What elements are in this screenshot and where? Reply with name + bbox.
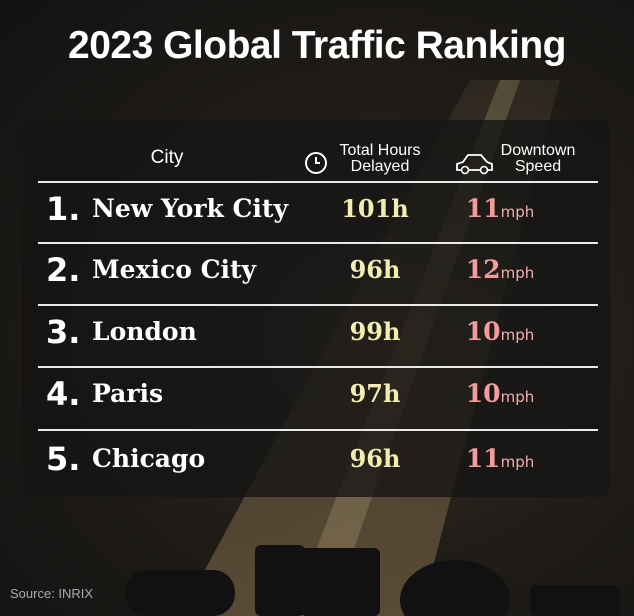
city: London	[92, 317, 197, 346]
column-header: Downtown Speed	[500, 142, 576, 175]
speed-value: 11	[465, 444, 501, 473]
hours-delayed: 96h	[349, 255, 401, 284]
row-separator	[38, 304, 598, 306]
hours-delayed: 97h	[349, 379, 401, 408]
rank: 4.	[46, 375, 81, 413]
column-header: Total Hours Delayed	[339, 142, 421, 175]
city: Mexico City	[92, 255, 257, 284]
column-header: City	[150, 147, 184, 168]
speed-value: 11	[465, 194, 501, 223]
speed-cell: 11mph	[440, 194, 560, 223]
city: Paris	[92, 379, 164, 408]
speed-value: 12	[465, 255, 501, 284]
title: 2023 Global Traffic Ranking	[68, 24, 567, 67]
row-separator	[38, 242, 598, 244]
rank: 1.	[46, 190, 81, 228]
car-icon	[456, 154, 493, 175]
speed-unit: mph	[500, 453, 535, 471]
speed-value: 10	[465, 317, 501, 346]
row-separator	[38, 181, 598, 183]
table-panel	[22, 120, 610, 497]
speed-value: 10	[465, 379, 501, 408]
speed-cell: 11mph	[440, 444, 560, 473]
speed-unit: mph	[500, 326, 535, 344]
rank: 3.	[46, 313, 81, 351]
rank: 5.	[46, 440, 81, 478]
speed-unit: mph	[500, 388, 535, 406]
city: Chicago	[92, 444, 206, 473]
source: Source: INRIX	[10, 586, 94, 601]
speed-unit: mph	[500, 264, 535, 282]
clock-icon	[305, 152, 327, 174]
speed-cell: 12mph	[440, 255, 560, 284]
speed-unit: mph	[500, 203, 535, 221]
speed-cell: 10mph	[440, 379, 560, 408]
hours-delayed: 96h	[349, 444, 401, 473]
row-separator	[38, 429, 598, 431]
hours-delayed: 101h	[341, 194, 409, 223]
rank: 2.	[46, 251, 81, 289]
hours-delayed: 99h	[349, 317, 401, 346]
speed-cell: 10mph	[440, 317, 560, 346]
row-separator	[38, 366, 598, 368]
city: New York City	[92, 194, 288, 223]
